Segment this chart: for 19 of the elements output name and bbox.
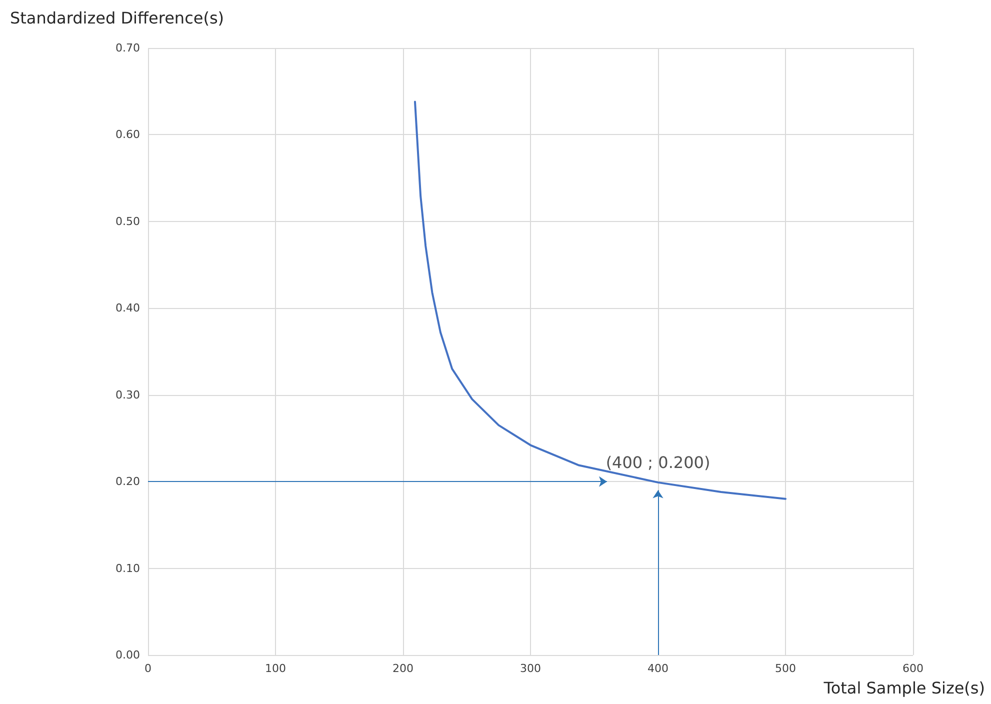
- x-tick-label: 200: [392, 662, 414, 675]
- x-tick-label: 400: [648, 662, 668, 675]
- y-tick-label: 0.60: [116, 128, 140, 142]
- x-tick-label: 100: [265, 662, 286, 675]
- line-series: [414, 100, 786, 500]
- x-tick-label: 300: [520, 662, 541, 675]
- x-tick-label: 600: [902, 662, 924, 675]
- x-tick-label: 500: [775, 662, 796, 675]
- y-tick-label: 0.30: [116, 388, 140, 402]
- x-axis-title: Total Sample Size(s): [822, 678, 986, 698]
- y-tick-label: 0.40: [116, 302, 140, 315]
- y-tick-label: 0.10: [116, 562, 140, 575]
- y-axis-title: Standardized Difference(s): [10, 8, 224, 28]
- y-tick-label: 0.50: [116, 214, 140, 228]
- annotation: (400 ; 0.200): [606, 453, 710, 472]
- y-tick-label: 0.70: [116, 42, 140, 54]
- y-tick-label: 0.00: [116, 648, 140, 662]
- y-tick-label: 0.20: [116, 475, 140, 488]
- x-tick-label: 0: [144, 662, 152, 675]
